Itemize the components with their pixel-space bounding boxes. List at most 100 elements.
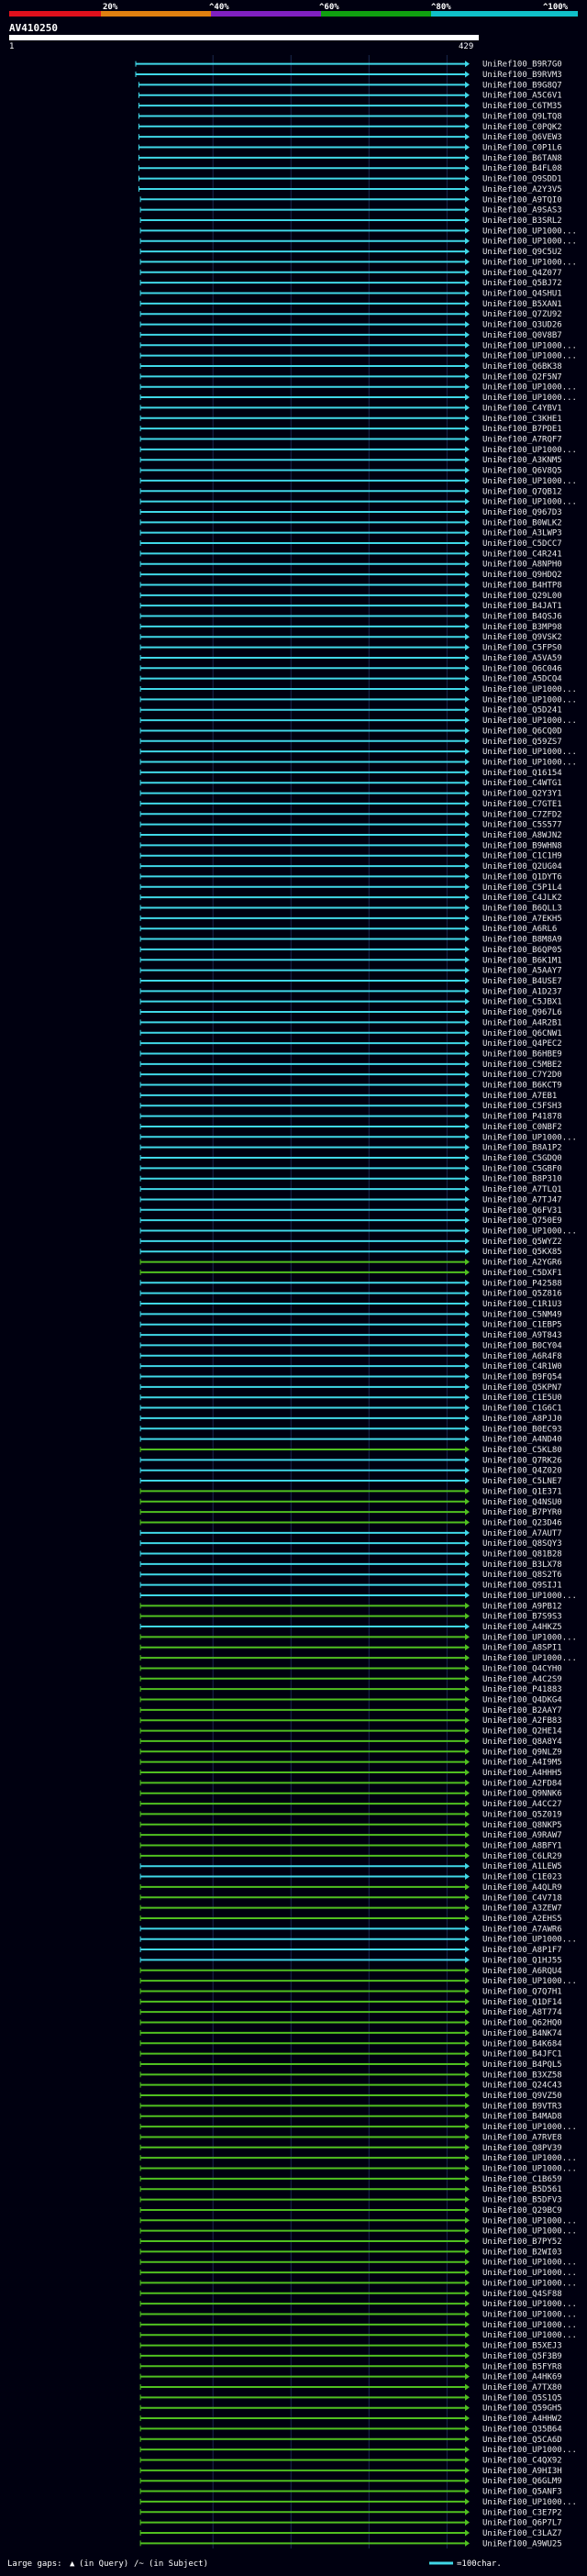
hit-label[interactable]: UniRef100_UP1000... [482,1654,577,1663]
hit-label[interactable]: UniRef100_C5JBX1 [482,998,562,1007]
hit-label[interactable]: UniRef100_C7ZFD2 [482,810,562,819]
hit-label[interactable]: UniRef100_B5FYR8 [482,2362,562,2371]
hit-label[interactable]: UniRef100_Q9HDQ2 [482,571,562,580]
hit-label[interactable]: UniRef100_UP1000... [482,2269,577,2278]
hit-label[interactable]: UniRef100_Q16154 [482,769,562,778]
hit-label[interactable]: UniRef100_Q6V8Q5 [482,467,562,476]
hit-label[interactable]: UniRef100_Q9NLZ9 [482,1748,562,1757]
hit-label[interactable]: UniRef100_A3LWP3 [482,529,562,539]
hit-label[interactable]: UniRef100_UP1000... [482,341,577,350]
hit-label[interactable]: UniRef100_C3E7P2 [482,2508,562,2517]
hit-label[interactable]: UniRef100_B2AAY7 [482,1706,562,1715]
hit-label[interactable]: UniRef100_C7Y2D0 [482,1071,562,1080]
hit-label[interactable]: UniRef100_Q7QB12 [482,487,562,496]
hit-label[interactable]: UniRef100_Q4CYH0 [482,1664,562,1673]
hit-label[interactable]: UniRef100_Q59GH5 [482,2404,562,2414]
hit-label[interactable]: UniRef100_A6RQU4 [482,1967,562,1976]
hit-label[interactable]: UniRef100_C4JLK2 [482,894,562,903]
hit-label[interactable]: UniRef100_Q1E371 [482,1487,562,1496]
hit-label[interactable]: UniRef100_Q5F3B9 [482,2352,562,2361]
hit-label[interactable]: UniRef100_Q24C43 [482,2082,562,2091]
hit-label[interactable]: UniRef100_C4WTG1 [482,779,562,788]
hit-label[interactable]: UniRef100_A9RAW7 [482,1831,562,1840]
hit-label[interactable]: UniRef100_C5FSH3 [482,1102,562,1111]
hit-label[interactable]: UniRef100_Q2UG04 [482,862,562,872]
hit-label[interactable]: UniRef100_Q4DKG4 [482,1696,562,1705]
hit-label[interactable]: UniRef100_C5DXF1 [482,1269,562,1278]
hit-label[interactable]: UniRef100_A8SPI1 [482,1644,562,1653]
hit-label[interactable]: UniRef100_UP1000... [482,759,577,768]
hit-label[interactable]: UniRef100_A6RL6 [482,925,557,934]
hit-label[interactable]: UniRef100_UP1000... [482,2227,577,2237]
hit-label[interactable]: UniRef100_B4MAD8 [482,2113,562,2122]
hit-label[interactable]: UniRef100_A8T774 [482,2008,562,2017]
hit-label[interactable]: UniRef100_UP1000... [482,238,577,247]
hit-label[interactable]: UniRef100_A8BFY1 [482,1841,562,1850]
hit-label[interactable]: UniRef100_UP1000... [482,227,577,236]
hit-label[interactable]: UniRef100_Q9C5U2 [482,248,562,257]
hit-label[interactable]: UniRef100_Q35B64 [482,2425,562,2434]
hit-label[interactable]: UniRef100_C4YBV1 [482,404,562,413]
hit-label[interactable]: UniRef100_B9WHN8 [482,841,562,850]
hit-label[interactable]: UniRef100_C7GTE1 [482,800,562,809]
hit-label[interactable]: UniRef100_A9WU25 [482,2539,562,2548]
hit-label[interactable]: UniRef100_B9FQ54 [482,1372,562,1382]
hit-label[interactable]: UniRef100_Q0V8B7 [482,331,562,340]
hit-label[interactable]: UniRef100_A2FB83 [482,1716,562,1726]
hit-label[interactable]: UniRef100_UP1000... [482,2279,577,2288]
hit-label[interactable]: UniRef100_UP1000... [482,2498,577,2507]
hit-label[interactable]: UniRef100_B5DFV3 [482,2196,562,2205]
hit-label[interactable]: UniRef100_Q62HQ0 [482,2019,562,2028]
hit-label[interactable]: UniRef100_A9TQI0 [482,195,562,205]
hit-label[interactable]: UniRef100_A7TJ47 [482,1195,562,1205]
hit-label[interactable]: UniRef100_B4QSJ6 [482,613,562,622]
hit-label[interactable]: UniRef100_Q967L6 [482,1008,562,1017]
hit-label[interactable]: UniRef100_Q5Z019 [482,1810,562,1819]
hit-label[interactable]: UniRef100_Q29L00 [482,592,562,601]
hit-label[interactable]: UniRef100_Q1HJ55 [482,1956,562,1965]
hit-label[interactable]: UniRef100_A2Y3V5 [482,185,562,194]
hit-label[interactable]: UniRef100_UP1000... [482,477,577,486]
hit-label[interactable]: UniRef100_B4FL08 [482,164,562,173]
hit-label[interactable]: UniRef100_Q7RK26 [482,1456,562,1465]
hit-label[interactable]: UniRef100_B0WLK2 [482,518,562,527]
hit-label[interactable]: UniRef100_UP1000... [482,2300,577,2309]
hit-label[interactable]: UniRef100_B7PDE1 [482,425,562,434]
hit-label[interactable]: UniRef100_C1C1H9 [482,852,562,861]
hit-label[interactable]: UniRef100_Q5ANF3 [482,2488,562,2497]
hit-label[interactable]: UniRef100_B0EC93 [482,1425,562,1434]
hit-label[interactable]: UniRef100_C5GDQ0 [482,1154,562,1163]
hit-label[interactable]: UniRef100_UP1000... [482,352,577,361]
hit-label[interactable]: UniRef100_Q5BJ72 [482,279,562,288]
hit-label[interactable]: UniRef100_B4K684 [482,2039,562,2049]
hit-label[interactable]: UniRef100_UP1000... [482,1977,577,1986]
hit-label[interactable]: UniRef100_UP1000... [482,695,577,705]
hit-label[interactable]: UniRef100_C0PQK2 [482,123,562,132]
hit-label[interactable]: UniRef100_Q6CQ0D [482,727,562,736]
hit-label[interactable]: UniRef100_A7TLQ1 [482,1185,562,1194]
hit-label[interactable]: UniRef100_C6LR29 [482,1852,562,1861]
hit-label[interactable]: UniRef100_Q9LTQ8 [482,112,562,121]
hit-label[interactable]: UniRef100_UP1000... [482,2259,577,2268]
hit-label[interactable]: UniRef100_Q5CA6D [482,2436,562,2445]
hit-label[interactable]: UniRef100_C1E5U0 [482,1393,562,1403]
hit-label[interactable]: UniRef100_B3XZ58 [482,2071,562,2080]
hit-label[interactable]: UniRef100_UP1000... [482,2321,577,2330]
hit-label[interactable]: UniRef100_A2EHS5 [482,1915,562,1924]
hit-label[interactable]: UniRef100_UP1000... [482,2123,577,2132]
hit-label[interactable]: UniRef100_C1G6C1 [482,1405,562,1414]
hit-label[interactable]: UniRef100_A7RQF7 [482,435,562,444]
hit-label[interactable]: UniRef100_Q81B28 [482,1550,562,1560]
hit-label[interactable]: UniRef100_C1EBP5 [482,1321,562,1330]
hit-label[interactable]: UniRef100_B3SRL2 [482,217,562,226]
hit-label[interactable]: UniRef100_A2YGR6 [482,1259,562,1268]
hit-label[interactable]: UniRef100_UP1000... [482,383,577,393]
hit-label[interactable]: UniRef100_A9PB12 [482,1602,562,1611]
hit-label[interactable]: UniRef100_Q4SHU1 [482,290,562,299]
hit-label[interactable]: UniRef100_UP1000... [482,2310,577,2319]
hit-label[interactable]: UniRef100_B6K1M1 [482,956,562,965]
hit-label[interactable]: UniRef100_A7EB1 [482,1092,557,1101]
hit-label[interactable]: UniRef100_Q8NKP5 [482,1821,562,1830]
hit-label[interactable]: UniRef100_P41878 [482,1113,562,1122]
hit-label[interactable]: UniRef100_B6TAN8 [482,154,562,163]
